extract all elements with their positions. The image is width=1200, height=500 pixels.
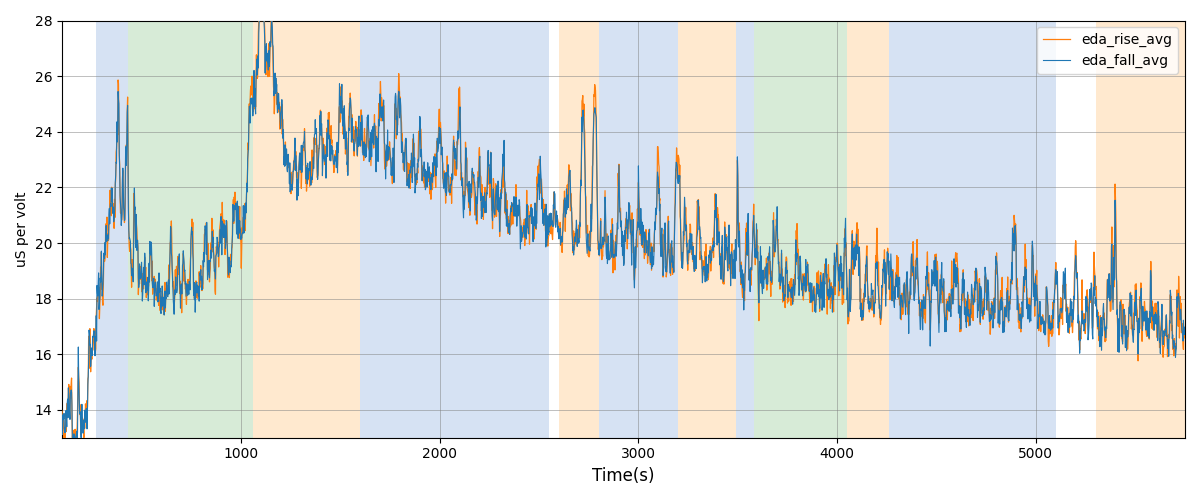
- eda_rise_avg: [665, 266, 679, 272]
- X-axis label: Time(s): Time(s): [593, 467, 655, 485]
- eda_rise_avg: [1177, 334, 1192, 340]
- eda_rise_avg: [485, 204, 499, 210]
- Bar: [847, 20, 889, 438]
- Bar: [1096, 20, 1184, 438]
- eda_fall_avg: [485, 213, 499, 219]
- Y-axis label: uS per volt: uS per volt: [16, 192, 29, 267]
- Line: eda_rise_avg: eda_rise_avg: [62, 20, 1184, 438]
- eda_rise_avg: [296, 147, 311, 153]
- eda_rise_avg: [56, 434, 71, 440]
- Legend: eda_rise_avg, eda_fall_avg: eda_rise_avg, eda_fall_avg: [1037, 28, 1178, 74]
- eda_rise_avg: [290, 175, 305, 181]
- eda_rise_avg: [354, 107, 368, 113]
- eda_fall_avg: [296, 139, 311, 145]
- eda_rise_avg: [252, 18, 266, 24]
- eda_rise_avg: [55, 408, 70, 414]
- Bar: [559, 20, 599, 438]
- eda_fall_avg: [1177, 324, 1192, 330]
- Bar: [736, 20, 754, 438]
- eda_fall_avg: [65, 434, 79, 440]
- Bar: [127, 20, 253, 438]
- eda_fall_avg: [702, 252, 716, 258]
- eda_fall_avg: [55, 412, 70, 418]
- Line: eda_fall_avg: eda_fall_avg: [62, 20, 1184, 438]
- Bar: [253, 20, 360, 438]
- Bar: [96, 20, 127, 438]
- eda_fall_avg: [665, 260, 679, 266]
- eda_fall_avg: [252, 18, 266, 24]
- eda_fall_avg: [354, 137, 368, 143]
- eda_rise_avg: [702, 256, 716, 262]
- Bar: [360, 20, 548, 438]
- Bar: [754, 20, 847, 438]
- Bar: [678, 20, 736, 438]
- Bar: [599, 20, 678, 438]
- Bar: [889, 20, 1056, 438]
- eda_fall_avg: [290, 179, 305, 185]
